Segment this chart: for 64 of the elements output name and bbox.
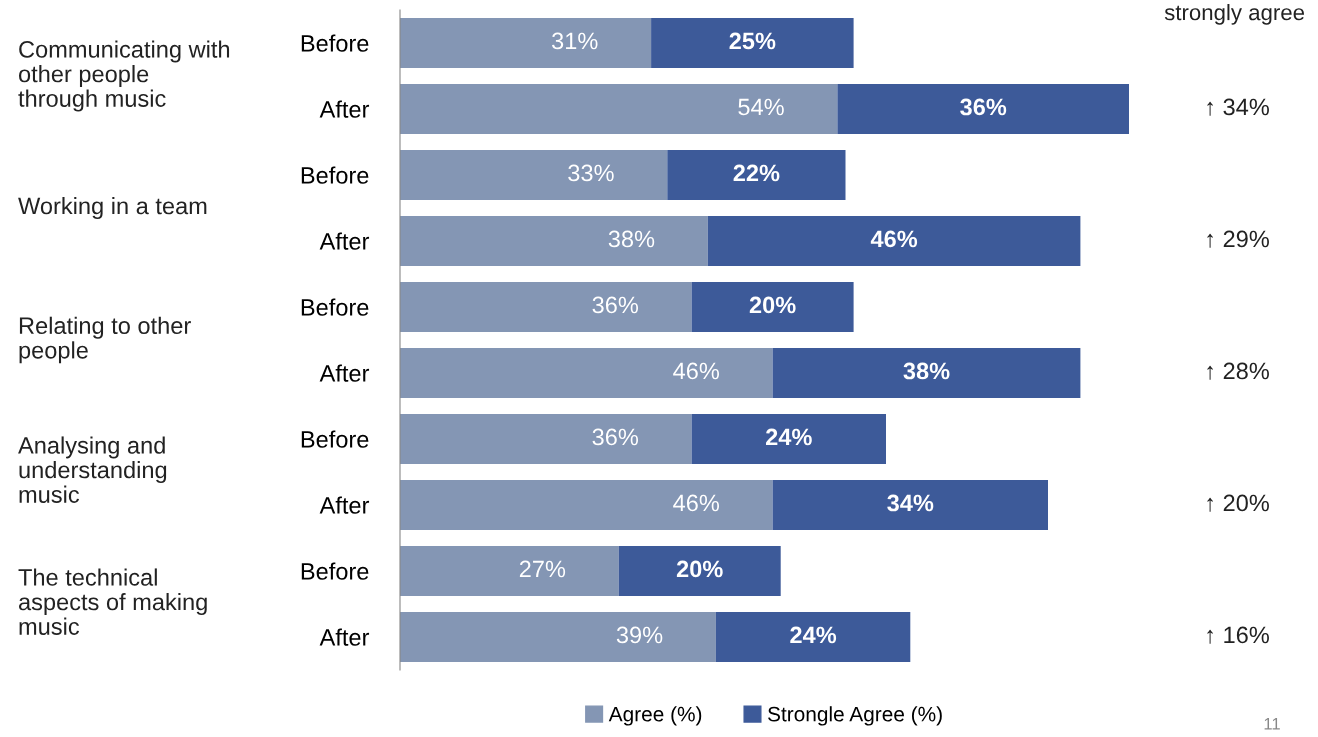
- data-label: 38%: [903, 362, 950, 380]
- legend-label: Agree (%): [608, 706, 702, 726]
- bar: [400, 215, 708, 267]
- legend-label: Strongle Agree (%): [768, 706, 942, 726]
- bar: [618, 545, 781, 597]
- data-label: 38%: [608, 230, 655, 248]
- text: ↑ 28%: [1207, 362, 1269, 380]
- data-label: 39%: [616, 626, 663, 644]
- y-tick-label: Before: [301, 298, 369, 316]
- bar: [400, 413, 692, 465]
- bar: [400, 611, 716, 663]
- bar: [715, 611, 911, 663]
- data-label: 34%: [887, 494, 934, 512]
- data-label: 36%: [960, 98, 1007, 116]
- bar: [691, 413, 886, 465]
- text: Working in a team: [18, 197, 207, 219]
- bar: [400, 347, 773, 399]
- text: The technical aspects of making music: [18, 568, 207, 635]
- bar: [400, 149, 668, 201]
- text: ↑ 16%: [1207, 626, 1269, 644]
- data-label: 24%: [790, 626, 837, 644]
- y-tick-label: Before: [301, 166, 369, 184]
- bar: [400, 83, 838, 135]
- bar: [400, 281, 692, 333]
- bar: [691, 281, 854, 333]
- data-label: 46%: [673, 362, 720, 380]
- data-label: 36%: [592, 428, 639, 446]
- bar: [400, 479, 773, 531]
- y-tick-label: After: [319, 232, 370, 250]
- y-tick-label: After: [319, 628, 370, 646]
- bar: [837, 83, 1129, 135]
- bar: [772, 479, 1048, 531]
- data-label: 20%: [749, 296, 796, 314]
- y-tick-label: After: [319, 100, 370, 118]
- text: 11: [1264, 718, 1280, 730]
- data-label: 20%: [676, 560, 723, 578]
- data-label: 46%: [870, 230, 918, 248]
- y-tick-label: After: [319, 496, 370, 514]
- data-label: 46%: [673, 494, 720, 512]
- text: ↑ 29%: [1207, 230, 1269, 248]
- text: ↑ 34%: [1207, 98, 1269, 116]
- data-label: 22%: [733, 164, 780, 182]
- text: strongly agree: [1164, 4, 1305, 25]
- data-label: 33%: [568, 164, 614, 182]
- data-label: 36%: [592, 296, 639, 314]
- data-label: 54%: [738, 98, 784, 116]
- bar: [667, 149, 846, 201]
- bar: [651, 17, 854, 69]
- data-label: 24%: [765, 428, 812, 446]
- y-tick-label: Before: [301, 34, 369, 52]
- bar: [400, 545, 619, 597]
- text: Communicating with other people through music: [18, 40, 230, 112]
- text: ↑ 20%: [1207, 494, 1269, 512]
- bar: [707, 215, 1081, 267]
- data-label: 31%: [552, 32, 598, 50]
- y-tick-label: Before: [301, 430, 369, 448]
- data-label: 27%: [519, 560, 566, 578]
- bar: [772, 347, 1081, 399]
- data-label: 25%: [729, 32, 776, 50]
- bar: [400, 17, 652, 69]
- text: Relating to other people: [19, 316, 191, 364]
- text: Analysing and understanding music: [18, 436, 167, 503]
- y-tick-label: Before: [301, 562, 369, 580]
- y-tick-label: After: [319, 364, 370, 382]
